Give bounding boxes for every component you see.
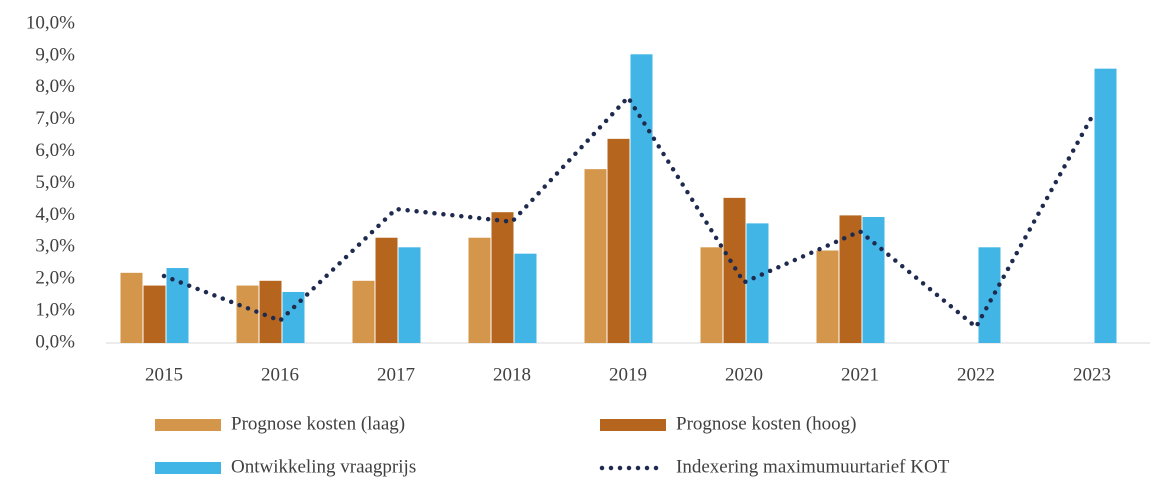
- legend-swatch: [155, 462, 221, 474]
- bar: [839, 215, 862, 343]
- bar: [236, 285, 259, 343]
- bar: [746, 223, 769, 343]
- legend-label: Prognose kosten (hoog): [676, 413, 856, 434]
- x-tick-label: 2020: [725, 364, 763, 385]
- y-tick-label: 4,0%: [35, 204, 75, 225]
- y-tick-label: 1,0%: [35, 299, 75, 320]
- y-tick-label: 9,0%: [35, 44, 75, 65]
- x-tick-label: 2018: [493, 364, 531, 385]
- bar: [352, 280, 375, 343]
- bar: [398, 247, 421, 343]
- y-tick-label: 5,0%: [35, 172, 75, 193]
- x-tick-label: 2019: [609, 364, 647, 385]
- bar: [630, 54, 653, 344]
- bar: [468, 237, 491, 343]
- bar: [978, 247, 1001, 343]
- bar: [166, 268, 189, 343]
- x-tick-label: 2015: [145, 364, 183, 385]
- y-tick-label: 3,0%: [35, 236, 75, 257]
- y-tick-label: 10,0%: [26, 12, 75, 33]
- x-tick-label: 2023: [1073, 364, 1111, 385]
- legend-swatch: [600, 419, 666, 431]
- legend-label: Ontwikkeling vraagprijs: [231, 456, 416, 477]
- y-tick-label: 6,0%: [35, 140, 75, 161]
- legend-label: Indexering maximumuurtarief KOT: [676, 456, 950, 477]
- bar: [375, 237, 398, 343]
- bar: [514, 253, 537, 343]
- x-tick-label: 2016: [261, 364, 299, 385]
- bar: [1094, 68, 1117, 343]
- bar: [259, 280, 282, 343]
- legend-swatch: [155, 419, 221, 431]
- y-tick-label: 8,0%: [35, 76, 75, 97]
- bar: [862, 216, 885, 343]
- bar: [584, 169, 607, 343]
- line: [161, 93, 1095, 331]
- bar: [282, 291, 305, 343]
- y-tick-label: 7,0%: [35, 108, 75, 129]
- x-tick-label: 2022: [957, 364, 995, 385]
- bar: [143, 285, 166, 343]
- bar: [491, 212, 514, 343]
- bar: [607, 138, 630, 343]
- x-tick-label: 2017: [377, 364, 415, 385]
- bar: [816, 250, 839, 343]
- y-tick-label: 0,0%: [35, 331, 75, 352]
- x-tick-label: 2021: [841, 364, 879, 385]
- legend-label: Prognose kosten (laag): [231, 413, 405, 434]
- bar: [700, 247, 723, 343]
- bar: [120, 272, 143, 343]
- y-tick-label: 2,0%: [35, 268, 75, 289]
